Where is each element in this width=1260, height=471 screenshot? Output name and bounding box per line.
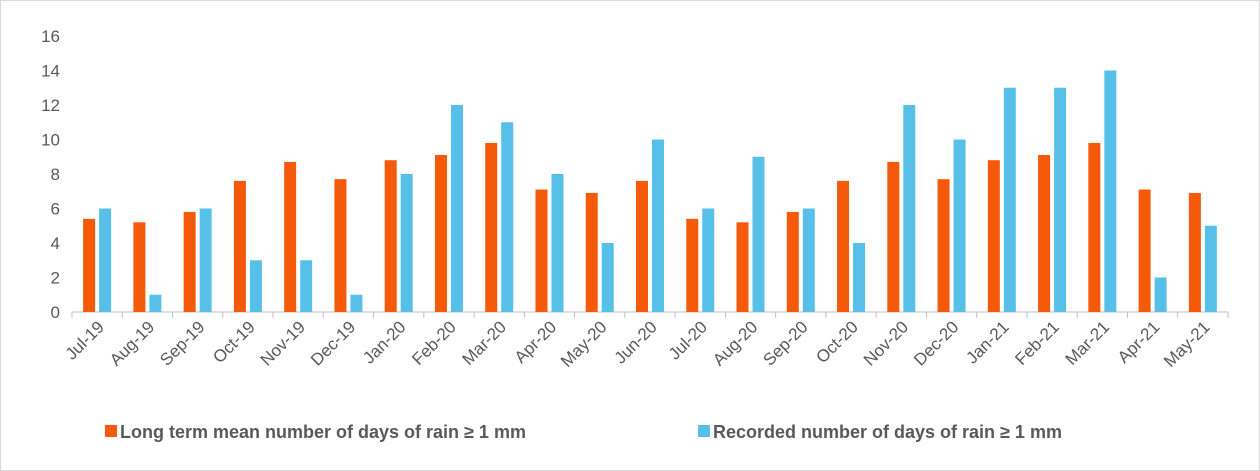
bar-long-term-mean [837, 180, 850, 312]
x-tick-label: Jun-20 [611, 317, 661, 367]
bar-recorded [1104, 70, 1117, 312]
x-tick-label: Oct-19 [209, 317, 259, 367]
legend: Long term mean number of days of rain ≥ … [105, 422, 1062, 442]
x-tick-label: Jan-21 [962, 317, 1012, 367]
bar-long-term-mean [786, 211, 799, 312]
bar-long-term-mean [585, 192, 598, 312]
bar-recorded [149, 294, 162, 312]
y-tick-label: 2 [51, 269, 60, 288]
y-tick-label: 16 [41, 27, 60, 46]
bar-long-term-mean [485, 142, 498, 312]
bar-recorded [752, 156, 765, 312]
x-tick-label: May-20 [557, 317, 611, 371]
bar-long-term-mean [133, 222, 146, 312]
bar-recorded [652, 139, 664, 312]
bar-recorded [1003, 87, 1016, 312]
x-tick-label: Jul-19 [62, 317, 108, 363]
bar-recorded [1154, 277, 1167, 312]
bar-long-term-mean [535, 189, 548, 312]
bar-long-term-mean [1088, 142, 1101, 312]
bar-long-term-mean [987, 160, 1000, 312]
bar-long-term-mean [1138, 189, 1151, 312]
bar-recorded [400, 174, 413, 312]
bar-recorded [199, 208, 212, 312]
bar-long-term-mean [334, 179, 347, 312]
x-tick-label: Aug-20 [709, 317, 761, 369]
y-tick-label: 14 [41, 62, 60, 81]
x-tick-label: Feb-20 [408, 317, 460, 369]
bar-recorded [1204, 225, 1217, 312]
x-tick-label: Nov-19 [257, 317, 309, 369]
legend-label: Recorded number of days of rain ≥ 1 mm [713, 422, 1062, 442]
x-tick-label: Dec-19 [307, 317, 359, 369]
bar-long-term-mean [434, 155, 447, 312]
bar-long-term-mean [887, 161, 900, 312]
bar-recorded [350, 294, 363, 312]
bar-long-term-mean [183, 211, 196, 312]
y-tick-label: 12 [41, 96, 60, 115]
y-tick-label: 4 [51, 234, 60, 253]
bar-long-term-mean [83, 218, 96, 312]
x-tick-label: Nov-20 [860, 317, 912, 369]
bar-recorded [1054, 87, 1067, 312]
bar-recorded [953, 139, 966, 312]
bar-long-term-mean [937, 179, 950, 312]
bar-recorded [249, 260, 262, 312]
bar-recorded [903, 105, 916, 312]
bar-long-term-mean [1038, 155, 1051, 312]
bar-recorded [853, 243, 866, 312]
legend-label: Long term mean number of days of rain ≥ … [120, 422, 526, 442]
x-tick-label: Apr-20 [511, 317, 561, 367]
bar-long-term-mean [1188, 192, 1201, 312]
bars [83, 70, 1217, 312]
y-tick-label: 6 [51, 200, 60, 219]
x-tick-label: Sep-19 [156, 317, 208, 369]
legend-swatch [105, 425, 117, 437]
x-tick-label: Mar-20 [459, 317, 511, 369]
x-tick-label: Jan-20 [359, 317, 409, 367]
bar-long-term-mean [284, 161, 297, 312]
x-tick-label: Oct-20 [812, 317, 862, 367]
x-tick-label: Apr-21 [1114, 317, 1164, 367]
bar-recorded [501, 122, 514, 312]
legend-swatch [698, 425, 710, 437]
x-tick-label: Sep-20 [759, 317, 811, 369]
x-tick-label: May-21 [1160, 317, 1214, 371]
x-tick-label: Dec-20 [910, 317, 962, 369]
bar-recorded [601, 243, 614, 312]
bar-long-term-mean [384, 160, 397, 312]
y-tick-label: 0 [51, 303, 60, 322]
bar-long-term-mean [233, 180, 246, 312]
x-tick-label: Jul-20 [665, 317, 711, 363]
bar-recorded [802, 208, 815, 312]
bar-recorded [99, 208, 112, 312]
x-tick-label: Aug-19 [106, 317, 158, 369]
bar-long-term-mean [736, 222, 749, 312]
y-tick-label: 8 [51, 165, 60, 184]
bar-long-term-mean [636, 180, 648, 312]
y-axis: 0 2 4 6 8 10 12 14 16 [41, 27, 60, 322]
x-tick-label: Mar-21 [1062, 317, 1114, 369]
y-tick-label: 10 [41, 131, 60, 150]
bar-recorded [702, 208, 715, 312]
bar-recorded [300, 260, 313, 312]
bar-long-term-mean [686, 218, 699, 312]
bar-recorded [551, 174, 564, 312]
bar-recorded [450, 105, 463, 312]
x-tick-label: Feb-21 [1011, 317, 1063, 369]
